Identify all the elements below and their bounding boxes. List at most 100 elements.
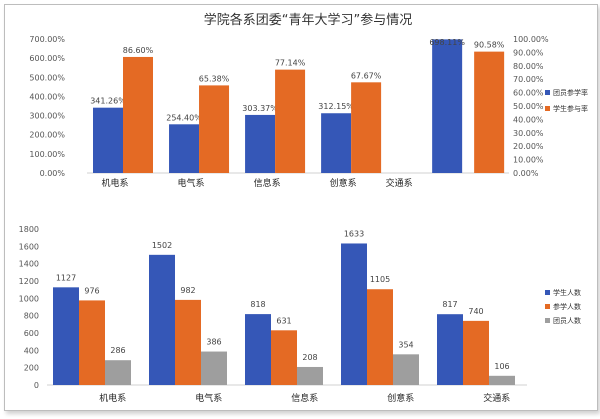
- y-tick-label: 1400: [19, 260, 39, 269]
- bar-student-rate: [123, 56, 153, 173]
- data-label: 817: [442, 300, 457, 309]
- y-left-tick-label: 100.00%: [29, 150, 65, 159]
- legend-marker: [545, 106, 550, 111]
- bar-students: [53, 287, 79, 385]
- chart-canvas: 学院各系团委“青年大学习”参与情况 0.00% 100.00% 200.00% 300…: [19, 12, 588, 404]
- data-label: 976: [84, 286, 99, 295]
- y-left-tick-label: 0.00%: [40, 169, 66, 178]
- legend-marker: [545, 304, 550, 309]
- data-label: 982: [180, 286, 195, 295]
- chart-frame: 学院各系团委“青年大学习”参与情况 0.00% 100.00% 200.00% 300…: [4, 4, 598, 411]
- bar-student-rate: [275, 69, 306, 173]
- y-tick-label: 400: [24, 346, 39, 355]
- y-right-tick-label: 80.00%: [513, 62, 544, 71]
- bar-participation-rate: [169, 124, 200, 173]
- y-tick-label: 600: [24, 329, 39, 338]
- data-label: 86.60%: [123, 46, 154, 55]
- y-right-tick-label: 50.00%: [513, 102, 544, 111]
- y-tick-label: 1000: [19, 294, 39, 303]
- data-label: 67.67%: [351, 71, 382, 80]
- y-tick-label: 1800: [19, 225, 39, 234]
- data-label: 254.40%: [166, 113, 202, 122]
- bar-learners: [367, 289, 393, 385]
- y-right-tick-label: 40.00%: [513, 115, 544, 124]
- bar-students: [341, 243, 367, 385]
- y-tick-label: 200: [24, 364, 39, 373]
- x-category-label: 交通系: [483, 392, 510, 404]
- bar-student-rate: [474, 51, 505, 173]
- y-left-tick-label: 300.00%: [29, 112, 65, 121]
- bar-participation-rate: [245, 114, 276, 173]
- data-label: 1105: [370, 275, 390, 284]
- bar-learners: [79, 300, 105, 385]
- bar-members: [201, 351, 227, 385]
- y-left-tick-label: 600.00%: [29, 54, 65, 63]
- y-right-tick-label: 70.00%: [513, 75, 544, 84]
- bar-members: [393, 354, 419, 385]
- y-right-tick-label: 0.00%: [513, 169, 539, 178]
- bar-learners: [175, 299, 201, 385]
- chart-title: 学院各系团委“青年大学习”参与情况: [204, 12, 412, 28]
- x-category-label: 机电系: [101, 177, 128, 189]
- data-label: 386: [206, 338, 221, 347]
- bar-members: [297, 366, 323, 385]
- bar-students: [437, 314, 463, 385]
- data-label: 1502: [152, 241, 172, 250]
- bar-students: [245, 314, 271, 385]
- y-tick-label: 0: [34, 381, 39, 390]
- x-category-label: 机电系: [99, 392, 126, 404]
- data-label: 698.11%: [429, 38, 465, 47]
- data-label: 90.58%: [474, 41, 505, 50]
- y-left-tick-label: 700.00%: [29, 35, 65, 44]
- bar-members: [489, 375, 515, 385]
- y-right-tick-label: 10.00%: [513, 156, 544, 165]
- data-label: 286: [110, 346, 125, 355]
- legend-marker: [545, 318, 550, 323]
- data-label: 106: [494, 362, 509, 371]
- data-label: 65.38%: [199, 74, 230, 83]
- y-left-tick-label: 500.00%: [29, 73, 65, 82]
- y-tick-label: 1600: [19, 242, 39, 251]
- data-label: 631: [276, 316, 291, 325]
- data-label: 1633: [344, 229, 364, 238]
- y-right-tick-label: 90.00%: [513, 48, 544, 57]
- data-label: 341.26%: [90, 97, 126, 106]
- legend-label: 团员人数: [553, 316, 581, 325]
- legend-label: 参学人数: [553, 302, 581, 311]
- y-tick-label: 800: [24, 312, 39, 321]
- data-label: 740: [468, 307, 483, 316]
- bar-learners: [463, 320, 489, 385]
- y-right-tick-label: 100.00%: [513, 35, 549, 44]
- bar-learners: [271, 330, 297, 385]
- x-category-label: 电气系: [195, 392, 222, 404]
- data-label: 818: [250, 300, 265, 309]
- y-right-tick-label: 20.00%: [513, 142, 544, 151]
- x-category-label: 信息系: [291, 392, 318, 404]
- y-left-tick-label: 400.00%: [29, 92, 65, 101]
- x-category-label: 交通系: [386, 177, 413, 189]
- x-category-label: 电气系: [178, 177, 205, 189]
- y-left-tick-label: 200.00%: [29, 131, 65, 140]
- data-label: 1127: [56, 273, 76, 282]
- legend-label: 团员参学率: [553, 88, 588, 97]
- legend-marker: [545, 90, 550, 95]
- bar-participation-rate: [321, 113, 352, 173]
- x-category-label: 创意系: [387, 392, 414, 404]
- y-right-tick-label: 30.00%: [513, 129, 544, 138]
- y-tick-label: 1200: [19, 277, 39, 286]
- legend-label: 学生人数: [553, 288, 581, 297]
- bar-members: [105, 360, 131, 385]
- x-category-label: 创意系: [330, 177, 357, 189]
- legend-marker: [545, 290, 550, 295]
- data-label: 77.14%: [275, 59, 306, 68]
- data-label: 208: [302, 353, 317, 362]
- data-label: 312.15%: [318, 102, 354, 111]
- data-label: 303.37%: [242, 104, 278, 113]
- bar-participation-rate: [93, 107, 123, 173]
- bar-students: [149, 254, 175, 385]
- legend-label: 学生参与率: [553, 104, 588, 113]
- x-category-label: 信息系: [254, 177, 281, 189]
- bar-student-rate: [351, 82, 382, 173]
- bar-participation-rate: [432, 39, 463, 173]
- bar-student-rate: [199, 85, 230, 173]
